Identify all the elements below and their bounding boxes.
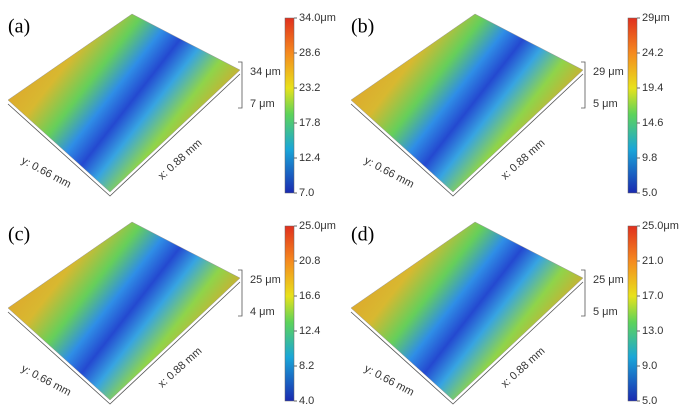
z-top-label: 34 μm	[250, 66, 281, 78]
z-top-label: 29 μm	[593, 66, 624, 78]
x-axis-label: x: 0.88 mm	[156, 137, 204, 182]
colorbar-tick-label: 34.0μm	[299, 12, 336, 24]
colorbar-tick-label: 24.2	[642, 47, 663, 59]
colorbar-tick-label: 16.6	[299, 290, 320, 302]
y-axis-label: y: 0.66 mm	[19, 363, 73, 399]
z-top-label: 25 μm	[593, 274, 624, 286]
colorbar-tick-label: 21.0	[642, 255, 663, 267]
colorbar-tick-label: 9.8	[642, 152, 657, 164]
x-axis-label: x: 0.88 mm	[499, 345, 547, 390]
colorbar-tick-label: 12.4	[299, 152, 320, 164]
colorbar	[627, 17, 638, 194]
surface-edge	[350, 73, 584, 197]
surface	[7, 13, 241, 193]
colorbar-tick-label: 19.4	[642, 82, 663, 94]
y-axis-label: y: 0.66 mm	[362, 363, 416, 399]
z-scale	[581, 61, 586, 109]
colorbar-tick-label: 4.0	[299, 395, 314, 407]
colorbar-tick-label: 23.2	[299, 82, 320, 94]
colorbar-tick-label: 17.0	[642, 290, 663, 302]
colorbar-tick-label: 28.6	[299, 47, 320, 59]
colorbar	[284, 225, 295, 402]
z-scale	[581, 269, 586, 317]
colorbar-tick-label: 8.2	[299, 360, 314, 372]
panel: (c) y: 0.66 mm x: 0.88 mm 25 μm 4 μm 25.0μm 20…	[7, 220, 336, 407]
panel-label: (c)	[8, 224, 30, 246]
z-bottom-label: 7 μm	[250, 98, 275, 110]
colorbar-tick-label: 17.8	[299, 117, 320, 129]
surface-edge	[7, 281, 241, 405]
colorbar-tick-label: 20.8	[299, 255, 320, 267]
colorbar-tick-label: 5.0	[642, 395, 657, 407]
surface-edge	[7, 73, 241, 197]
colorbar-tick-label: 29μm	[642, 12, 670, 24]
colorbar-tick-label: 14.6	[642, 117, 663, 129]
colorbar-tick-label: 9.0	[642, 360, 657, 372]
colorbar-tick-label: 13.0	[642, 325, 663, 337]
y-axis-label: y: 0.66 mm	[19, 155, 73, 191]
colorbar	[627, 225, 638, 402]
surface	[350, 221, 584, 401]
colorbar-tick-label: 25.0μm	[642, 220, 679, 232]
panel: (a) y: 0.66 mm x: 0.88 mm 34 μm 7 μm 34.0μm 28…	[7, 12, 336, 199]
surface-edge	[350, 281, 584, 405]
x-axis-label: x: 0.88 mm	[156, 345, 204, 390]
z-scale	[238, 61, 243, 109]
y-axis-label: y: 0.66 mm	[362, 155, 416, 191]
z-bottom-label: 4 μm	[250, 306, 275, 318]
z-top-label: 25 μm	[250, 274, 281, 286]
panel: (d) y: 0.66 mm x: 0.88 mm 25 μm 5 μm 25.0μm 21…	[350, 220, 679, 407]
panel: (b) y: 0.66 mm x: 0.88 mm 29 μm 5 μm 29μm 24.2…	[350, 12, 670, 199]
z-bottom-label: 5 μm	[593, 98, 618, 110]
colorbar	[284, 17, 295, 194]
panel-label: (d)	[351, 224, 374, 246]
colorbar-tick-label: 7.0	[299, 187, 314, 199]
x-axis-label: x: 0.88 mm	[499, 137, 547, 182]
surface	[7, 221, 241, 401]
z-bottom-label: 5 μm	[593, 306, 618, 318]
colorbar-tick-label: 25.0μm	[299, 220, 336, 232]
colorbar-tick-label: 12.4	[299, 325, 320, 337]
surface	[350, 13, 584, 193]
panel-label: (a)	[8, 16, 30, 38]
z-scale	[238, 269, 243, 317]
colorbar-tick-label: 5.0	[642, 187, 657, 199]
panel-label: (b)	[351, 16, 374, 38]
